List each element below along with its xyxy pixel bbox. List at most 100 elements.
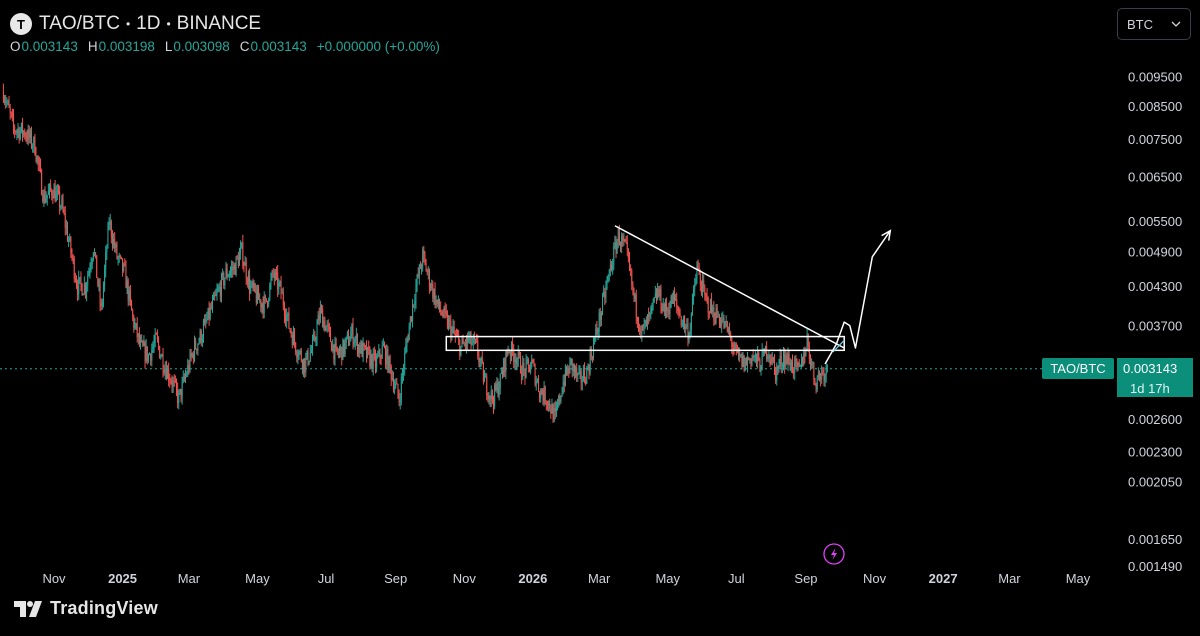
candle bbox=[252, 278, 254, 292]
candle bbox=[582, 364, 584, 382]
price-tick-label-1: 0.008500 bbox=[1128, 99, 1182, 114]
candle bbox=[349, 336, 351, 346]
candle bbox=[74, 272, 76, 283]
candle bbox=[591, 355, 593, 363]
candle bbox=[11, 108, 13, 122]
candle bbox=[43, 189, 45, 207]
drawings-layer bbox=[445, 225, 892, 365]
candle bbox=[332, 339, 334, 353]
candle bbox=[220, 272, 222, 303]
candle bbox=[159, 345, 161, 359]
candle bbox=[374, 349, 376, 374]
candle bbox=[61, 194, 63, 210]
candle bbox=[740, 353, 742, 358]
candle bbox=[26, 129, 28, 145]
candle bbox=[570, 358, 572, 366]
candle bbox=[560, 395, 562, 404]
candle bbox=[376, 353, 378, 373]
candle bbox=[549, 398, 551, 412]
candle bbox=[243, 261, 245, 273]
candle bbox=[210, 301, 212, 310]
time-axis[interactable]: Nov 2025 Mar May Jul Sep Nov 2026 Mar May Jul Sep No… bbox=[42, 571, 1090, 586]
candle bbox=[352, 317, 354, 350]
candle bbox=[101, 298, 103, 310]
time-tick-label-9: May bbox=[655, 571, 680, 586]
candle bbox=[624, 238, 626, 243]
candle bbox=[554, 400, 556, 420]
descending-trendline[interactable] bbox=[614, 225, 845, 349]
candle bbox=[202, 318, 204, 343]
candle bbox=[283, 301, 285, 324]
candle bbox=[108, 217, 110, 231]
candle bbox=[550, 404, 552, 419]
candle bbox=[576, 363, 578, 382]
candle bbox=[729, 322, 731, 337]
candle bbox=[743, 354, 745, 373]
projection-path[interactable] bbox=[824, 230, 891, 365]
symbol-legend: T TAO/BTC • 1D • BINANCE O 0.003143 H 0.… bbox=[10, 13, 440, 54]
candle bbox=[715, 304, 717, 325]
candle bbox=[403, 363, 405, 381]
candle bbox=[363, 342, 365, 351]
candle bbox=[499, 373, 501, 395]
candle bbox=[505, 350, 507, 380]
candle bbox=[278, 278, 280, 295]
candle bbox=[419, 261, 421, 269]
candle bbox=[823, 367, 825, 387]
price-tick-label-3: 0.006500 bbox=[1128, 170, 1182, 185]
candle bbox=[470, 330, 472, 350]
candle bbox=[33, 136, 35, 153]
currency-select[interactable]: BTC bbox=[1117, 8, 1191, 40]
candle bbox=[516, 357, 518, 371]
candle bbox=[802, 356, 804, 367]
candle bbox=[581, 375, 583, 391]
symbol-name[interactable]: TAO/BTC bbox=[39, 13, 120, 34]
candle bbox=[687, 318, 689, 347]
candle bbox=[808, 341, 810, 365]
candle bbox=[371, 353, 373, 373]
time-tick-label-11: Sep bbox=[794, 571, 817, 586]
candle bbox=[146, 346, 148, 365]
candle bbox=[380, 354, 382, 366]
tradingview-logo[interactable]: TradingView bbox=[14, 598, 158, 619]
candle bbox=[99, 277, 101, 312]
candle bbox=[708, 310, 710, 319]
candle bbox=[335, 337, 337, 352]
candle bbox=[242, 234, 244, 270]
candle bbox=[519, 351, 521, 374]
candle bbox=[358, 344, 360, 358]
candle bbox=[170, 377, 172, 385]
candle bbox=[317, 310, 319, 325]
candle bbox=[38, 156, 40, 172]
candle bbox=[513, 344, 515, 369]
candle bbox=[174, 375, 176, 384]
support-zone-rectangle[interactable] bbox=[445, 335, 845, 352]
candle bbox=[404, 347, 406, 376]
candle bbox=[458, 329, 460, 346]
candle bbox=[163, 364, 165, 376]
candle bbox=[168, 362, 170, 387]
candle bbox=[106, 244, 108, 261]
candle bbox=[425, 258, 427, 272]
lightning-bolt-icon[interactable] bbox=[823, 543, 845, 565]
candle bbox=[256, 284, 258, 305]
candle bbox=[340, 344, 342, 358]
candle bbox=[699, 269, 701, 292]
candle bbox=[276, 266, 278, 281]
candle bbox=[136, 317, 138, 343]
price-axis[interactable]: 0.009500 0.008500 0.007500 0.006500 0.005500… bbox=[1128, 69, 1182, 574]
candle bbox=[460, 346, 462, 357]
candle bbox=[258, 284, 260, 300]
arrow-head bbox=[881, 229, 892, 241]
candle bbox=[649, 311, 651, 322]
candle bbox=[372, 347, 374, 376]
candle bbox=[129, 285, 131, 307]
candle bbox=[215, 288, 217, 297]
candle bbox=[44, 186, 46, 204]
time-tick-label-13: 2027 bbox=[929, 571, 958, 586]
candle bbox=[373, 346, 375, 361]
candle bbox=[270, 272, 272, 290]
candle bbox=[738, 347, 740, 361]
interval-label[interactable]: 1D bbox=[136, 13, 161, 34]
